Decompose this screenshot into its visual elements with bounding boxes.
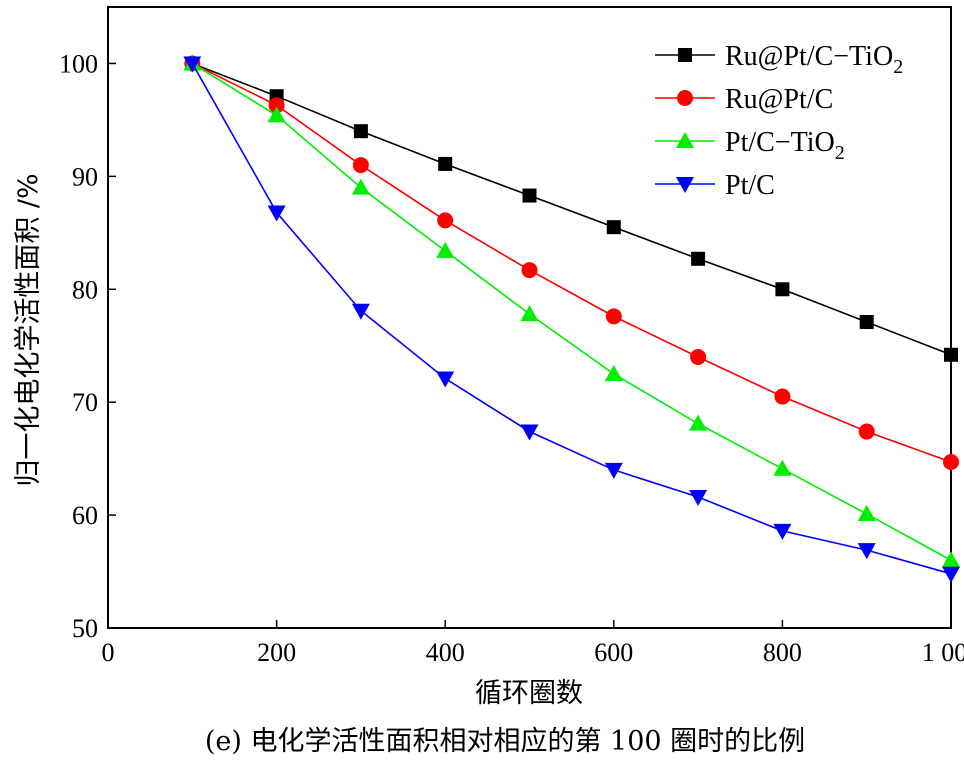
data-point — [773, 523, 792, 540]
data-point — [691, 251, 706, 266]
data-point — [437, 212, 454, 229]
data-point — [521, 262, 538, 279]
legend-marker — [676, 132, 694, 148]
series-layer — [183, 54, 960, 583]
data-point — [857, 543, 876, 560]
data-point — [604, 364, 623, 381]
series-3 — [183, 56, 960, 583]
axis-ticks: 0 200 400 600 800 1 000 50 60 70 80 90 100 — [59, 49, 964, 667]
data-point — [351, 178, 370, 195]
y-tick-label: 100 — [59, 49, 98, 78]
x-tick-label: 800 — [763, 638, 802, 667]
data-point — [183, 56, 202, 73]
legend-item: Pt/C−TiO2 — [655, 127, 845, 164]
legend-label: Pt/C−TiO2 — [725, 127, 845, 164]
data-point — [942, 551, 960, 568]
y-tick-label: 60 — [72, 501, 98, 530]
data-point — [859, 315, 874, 330]
legend-item: Pt/C — [655, 170, 775, 201]
legend-item: Ru@Pt/C — [655, 84, 833, 115]
data-point — [353, 124, 368, 139]
x-tick-label: 0 — [102, 638, 115, 667]
series-line — [191, 62, 952, 463]
data-point — [858, 423, 875, 440]
data-point — [267, 106, 286, 123]
figure-caption: (e) 电化学活性面积相对相应的第 100 圈时的比例 — [205, 726, 805, 757]
data-point — [857, 504, 876, 521]
series-0 — [185, 56, 958, 362]
data-point — [689, 414, 708, 431]
legend-label: Ru@Pt/C — [725, 84, 833, 115]
data-point — [606, 220, 621, 235]
data-point — [438, 156, 453, 171]
legend-item: Ru@Pt/C−TiO2 — [655, 41, 903, 78]
y-tick-label: 80 — [72, 275, 98, 304]
data-point — [943, 454, 959, 471]
x-tick-label: 600 — [594, 638, 633, 667]
y-tick-label: 50 — [72, 614, 98, 643]
series-1 — [184, 55, 959, 471]
data-point — [520, 305, 539, 322]
data-point — [436, 241, 455, 258]
data-point — [605, 308, 622, 325]
legend: Ru@Pt/C−TiO2 Ru@Pt/C Pt/C−TiO2 Pt/C — [655, 41, 903, 201]
data-point — [267, 205, 286, 222]
y-tick-label: 70 — [72, 388, 98, 417]
series-line — [192, 62, 952, 356]
data-point — [351, 303, 370, 320]
data-point — [773, 459, 792, 476]
data-point — [942, 566, 960, 583]
legend-marker — [677, 90, 693, 106]
data-point — [690, 349, 707, 366]
x-tick-label: 200 — [257, 638, 296, 667]
y-tick-label: 90 — [72, 162, 98, 191]
series-line — [191, 62, 952, 561]
data-point — [352, 157, 369, 174]
x-tick-label: 1 000 — [922, 638, 964, 667]
legend-label: Pt/C — [725, 170, 775, 201]
data-point — [775, 282, 790, 297]
legend-label: Ru@Pt/C−TiO2 — [725, 41, 903, 78]
series-line — [191, 63, 952, 575]
y-axis-label: 归一化电化学活性面积 /% — [13, 173, 44, 486]
legend-marker — [676, 177, 694, 193]
data-point — [774, 388, 791, 405]
data-point — [520, 424, 539, 441]
data-point — [268, 97, 285, 114]
x-tick-label: 400 — [426, 638, 465, 667]
legend-marker — [678, 48, 692, 62]
data-point — [604, 462, 623, 479]
series-2 — [183, 54, 960, 568]
data-point — [944, 347, 958, 362]
x-axis-label: 循环圈数 — [475, 678, 583, 709]
data-point — [522, 188, 537, 203]
plot-area-frame — [107, 6, 952, 629]
data-point — [436, 371, 455, 388]
data-point — [689, 490, 708, 507]
